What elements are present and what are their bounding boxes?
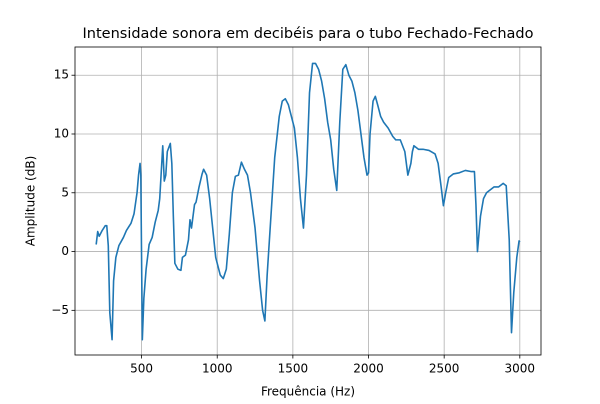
y-tick-label: 10 [54, 126, 69, 140]
y-tick-label: −5 [51, 303, 69, 317]
chart-title: Intensidade sonora em decibéis para o tu… [83, 26, 534, 42]
line-series [95, 62, 521, 341]
y-tick-label: 15 [54, 68, 69, 82]
x-tick-label: 1500 [278, 362, 309, 376]
y-axis-label: Amplitude (dB) [24, 156, 38, 247]
x-tick-label: 2000 [353, 362, 384, 376]
x-tick-label: 3000 [505, 362, 536, 376]
x-tick-label: 2500 [429, 362, 460, 376]
x-axis-label: Frequência (Hz) [261, 385, 355, 399]
y-tick-label: 5 [61, 185, 69, 199]
y-tick-label: 0 [61, 244, 69, 258]
x-tick-label: 500 [130, 362, 153, 376]
plot-frame [74, 46, 542, 356]
x-tick-label: 1000 [202, 362, 233, 376]
